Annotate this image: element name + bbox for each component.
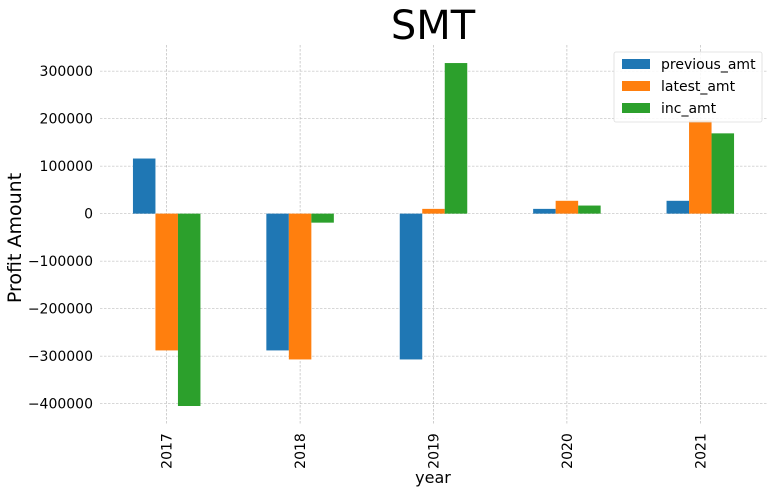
bar-inc_amt-2019 [444, 63, 468, 214]
x-axis-label: year [415, 468, 451, 487]
bar-latest_amt-2019 [422, 208, 445, 214]
bar-previous_amt-2019 [399, 213, 423, 360]
y-tick-label: 200000 [40, 112, 93, 128]
bar-inc_amt-2018 [311, 213, 334, 223]
legend-label-latest_amt: latest_amt [661, 79, 736, 95]
x-tick-label: 2019 [427, 433, 443, 469]
legend-swatch-previous_amt [622, 59, 650, 69]
x-tick-label: 2021 [693, 433, 709, 469]
y-axis-label: Profit Amount [4, 173, 26, 303]
x-tick-label: 2017 [160, 433, 176, 469]
y-tick-label: −100000 [28, 254, 93, 270]
legend-box [613, 51, 763, 123]
y-tick-label: −400000 [28, 397, 93, 413]
bar-inc_amt-2017 [177, 213, 201, 406]
y-tick-label: 0 [84, 207, 93, 223]
y-tick-label: 300000 [40, 64, 93, 80]
legend-swatch-latest_amt [622, 81, 650, 91]
bar-latest_amt-2020 [555, 200, 579, 214]
bar-latest_amt-2017 [155, 213, 178, 351]
x-axis-ticks: 2017 2018 2019 2020 2021 [160, 433, 710, 469]
grid [100, 45, 767, 425]
bar-inc_amt-2021 [711, 133, 735, 214]
bar-previous_amt-2021 [666, 200, 690, 214]
legend: previous_amt latest_amt inc_amt [613, 51, 763, 123]
x-tick-label: 2020 [560, 433, 576, 469]
bars [132, 63, 735, 406]
legend-swatch-inc_amt [622, 103, 650, 113]
legend-label-previous_amt: previous_amt [661, 57, 756, 73]
y-tick-label: 100000 [40, 159, 93, 175]
bar-latest_amt-2021 [689, 120, 712, 214]
bar-previous_amt-2017 [132, 158, 156, 214]
bar-previous_amt-2018 [266, 213, 289, 351]
y-tick-label: −200000 [28, 302, 93, 318]
bar-latest_amt-2018 [288, 213, 312, 360]
legend-label-inc_amt: inc_amt [661, 101, 717, 117]
y-axis-ticks: −400000 −300000 −200000 −100000 0 100000 20000… [28, 64, 93, 413]
bar-inc_amt-2020 [578, 205, 601, 214]
y-tick-label: −300000 [28, 349, 93, 365]
chart-title: SMT [391, 3, 476, 49]
x-tick-label: 2018 [293, 433, 309, 469]
bar-previous_amt-2020 [533, 208, 556, 214]
